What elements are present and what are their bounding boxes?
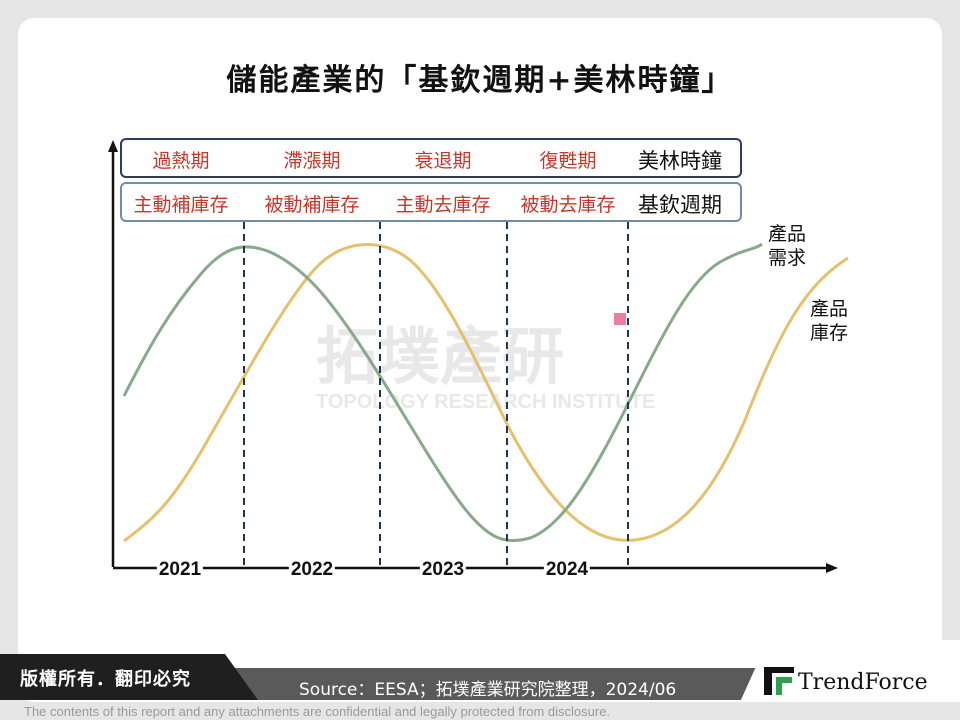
x-axis-arrow	[826, 563, 838, 573]
year-label: 2024	[543, 559, 591, 581]
phase-passive-destock: 被動去庫存	[520, 194, 616, 216]
inventory-label-line1: 產品	[810, 298, 849, 320]
phase-recession: 衰退期	[414, 150, 472, 172]
copyright-text: 版權所有．翻印必究	[20, 669, 191, 690]
phase-passive-restock: 被動補庫存	[264, 194, 360, 216]
phase-recovery: 復甦期	[539, 150, 597, 172]
year-label: 2022	[288, 559, 336, 581]
inventory-label: 產品 庫存	[810, 297, 848, 345]
watermark: 拓墣產研 TOPOLOGY RESEARCH INSTITUTE	[316, 320, 655, 413]
merrill-clock-label: 美林時鐘	[638, 149, 722, 173]
year-label: 2023	[419, 559, 467, 581]
year-label: 2021	[156, 559, 204, 581]
demand-label: 產品 需求	[768, 222, 806, 270]
merrill-clock-band	[120, 138, 742, 178]
copyright-badge: 版權所有．翻印必究	[0, 654, 258, 700]
kitchin-cycle-band	[120, 182, 742, 222]
y-axis-arrow	[108, 140, 118, 152]
page-title: 儲能產業的「基欽週期+美林時鐘」	[226, 63, 734, 98]
demand-curve	[122, 242, 763, 543]
phase-active-destock: 主動去庫存	[395, 194, 491, 216]
demand-label-line1: 產品	[768, 223, 807, 245]
phase-active-restock: 主動補庫存	[133, 194, 229, 216]
kitchin-cycle-label: 基欽週期	[638, 193, 722, 217]
disclaimer: The contents of this report and any atta…	[24, 704, 611, 719]
demand-label-line2: 需求	[768, 247, 807, 269]
source-text: Source：EESA；拓墣產業研究院整理，2024/06	[299, 680, 677, 700]
inventory-label-line2: 庫存	[810, 322, 849, 344]
watermark-cn: 拓墣產研	[316, 320, 564, 393]
phase-stagflation: 滯漲期	[283, 150, 341, 172]
content-card	[18, 18, 942, 702]
inventory-curve	[123, 243, 849, 543]
watermark-pink-mark	[614, 313, 626, 325]
watermark-en: TOPOLOGY RESEARCH INSTITUTE	[316, 391, 655, 413]
trendforce-logo-text: TrendForce	[798, 670, 928, 695]
phase-overheat: 過熱期	[152, 150, 210, 172]
trendforce-logo-icon	[764, 667, 794, 695]
